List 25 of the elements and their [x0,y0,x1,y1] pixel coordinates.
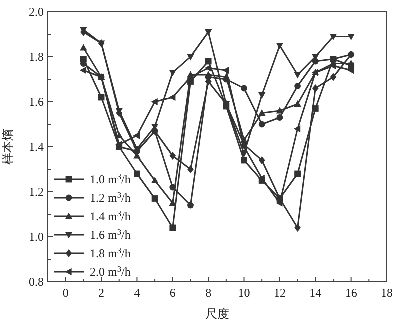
y-tick-label: 0.8 [29,275,44,289]
legend-label: 1.4 m$^{3}$/h [90,209,131,224]
x-tick-label: 6 [170,286,176,300]
y-tick-label: 1.2 [29,185,44,199]
x-tick-label: 14 [310,286,322,300]
y-tick-label: 2.0 [29,5,44,19]
y-tick-label: 1.6 [29,95,44,109]
y-tick-label: 1.8 [29,50,44,64]
x-tick-label: 4 [134,286,140,300]
x-tick-label: 16 [345,286,358,300]
x-axis-title: 尺度 [206,307,230,321]
x-tick-label: 10 [238,286,250,300]
y-axis-title: 样本熵 [1,129,15,165]
y-tick-label: 1.4 [29,140,44,154]
x-tick-label: 18 [381,286,393,300]
legend-label: 2.0 m$^{3}$/h [90,264,131,279]
legend-label: 1.0 m$^{3}$/h [90,172,131,186]
legend-label: 1.2 m$^{3}$/h [90,190,131,205]
x-tick-label: 0 [62,286,69,300]
y-tick-label: 1.0 [29,230,44,244]
legend-label: 1.6 m$^{3}$/h [90,228,131,242]
x-tick-label: 2 [98,286,105,300]
legend-label: 1.8 m$^{3}$/h [90,246,131,260]
x-tick-label: 8 [206,286,212,300]
x-tick-label: 12 [274,286,286,300]
